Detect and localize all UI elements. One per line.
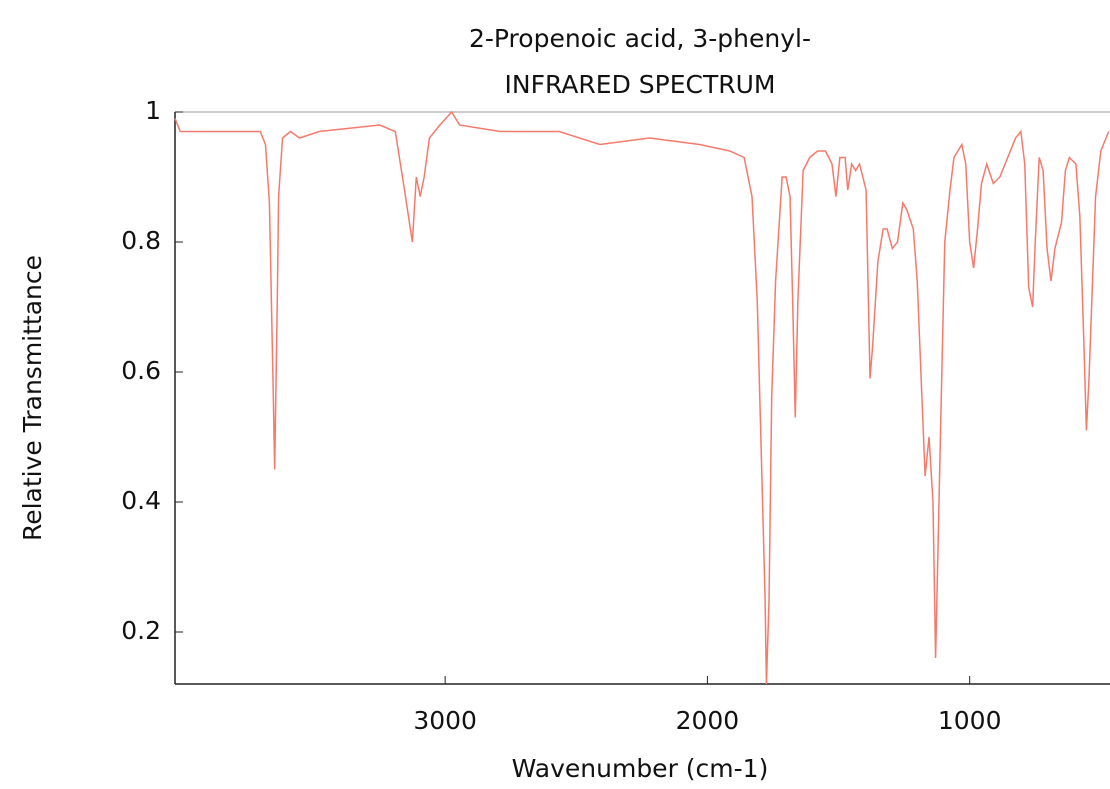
chart-title: 2-Propenoic acid, 3-phenyl- [469, 24, 811, 53]
x-tick-label: 1000 [938, 706, 1002, 735]
chart-subtitle: INFRARED SPECTRUM [505, 70, 776, 99]
y-tick-label: 0.6 [121, 356, 161, 385]
y-tick-label: 0.2 [121, 616, 161, 645]
spectrum-line [174, 110, 1110, 685]
x-tick-label: 3000 [413, 706, 477, 735]
x-axis-label: Wavenumber (cm-1) [512, 754, 769, 783]
y-tick-label: 1 [145, 96, 161, 125]
x-tick-label: 2000 [676, 706, 740, 735]
y-axis-label: Relative Transmittance [18, 255, 47, 541]
y-tick-label: 0.8 [121, 226, 161, 255]
y-tick-label: 0.4 [121, 486, 161, 515]
